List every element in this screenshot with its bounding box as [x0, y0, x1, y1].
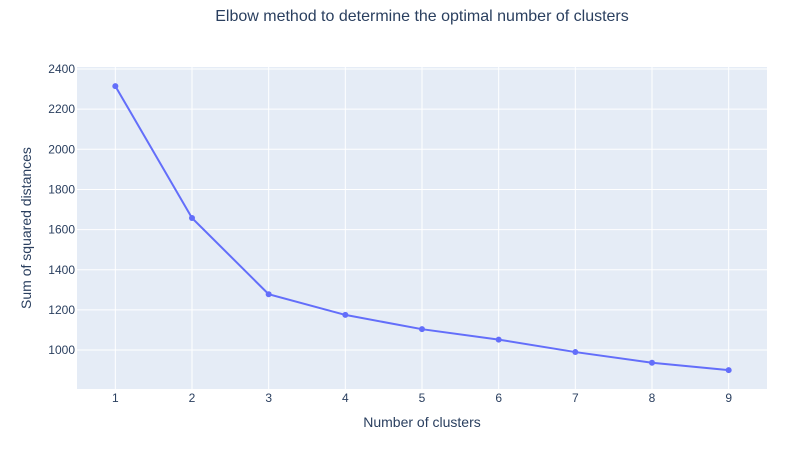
- data-point: [189, 214, 195, 221]
- data-point: [572, 349, 579, 356]
- data-point: [649, 359, 655, 366]
- x-tick-label: 3: [265, 391, 272, 405]
- x-tick-label: 4: [342, 391, 349, 405]
- x-tick-label: 9: [725, 391, 732, 405]
- y-tick-label: 1600: [48, 223, 75, 237]
- data-point: [342, 311, 349, 318]
- x-axis-ticks: 1 2 3 4 5 6 7 8 9: [112, 391, 732, 405]
- x-tick-label: 6: [495, 391, 502, 405]
- x-tick-label: 1: [112, 391, 119, 405]
- y-tick-label: 2200: [48, 102, 75, 116]
- data-point: [725, 367, 732, 374]
- x-tick-label: 8: [649, 391, 656, 405]
- y-axis-title: Sum of squared distances: [18, 147, 34, 309]
- data-point: [419, 326, 425, 333]
- gridlines: [77, 67, 767, 389]
- data-point: [265, 291, 272, 298]
- y-tick-label: 1400: [48, 263, 75, 277]
- y-tick-label: 1000: [48, 343, 75, 357]
- x-tick-label: 7: [572, 391, 579, 405]
- y-tick-label: 2000: [48, 142, 75, 156]
- data-points: [112, 83, 732, 374]
- data-point: [495, 336, 502, 343]
- x-axis-title: Number of clusters: [363, 414, 480, 430]
- y-tick-label: 1800: [48, 182, 75, 196]
- y-tick-label: 1200: [48, 303, 75, 317]
- y-tick-label: 2400: [48, 62, 75, 76]
- x-tick-label: 5: [419, 391, 426, 405]
- y-axis-ticks: 1000 1200 1400 1600 1800 2000 2200 2400: [48, 62, 75, 357]
- data-point: [112, 83, 119, 90]
- x-tick-label: 2: [189, 391, 196, 405]
- chart-title: Elbow method to determine the optimal nu…: [215, 8, 629, 25]
